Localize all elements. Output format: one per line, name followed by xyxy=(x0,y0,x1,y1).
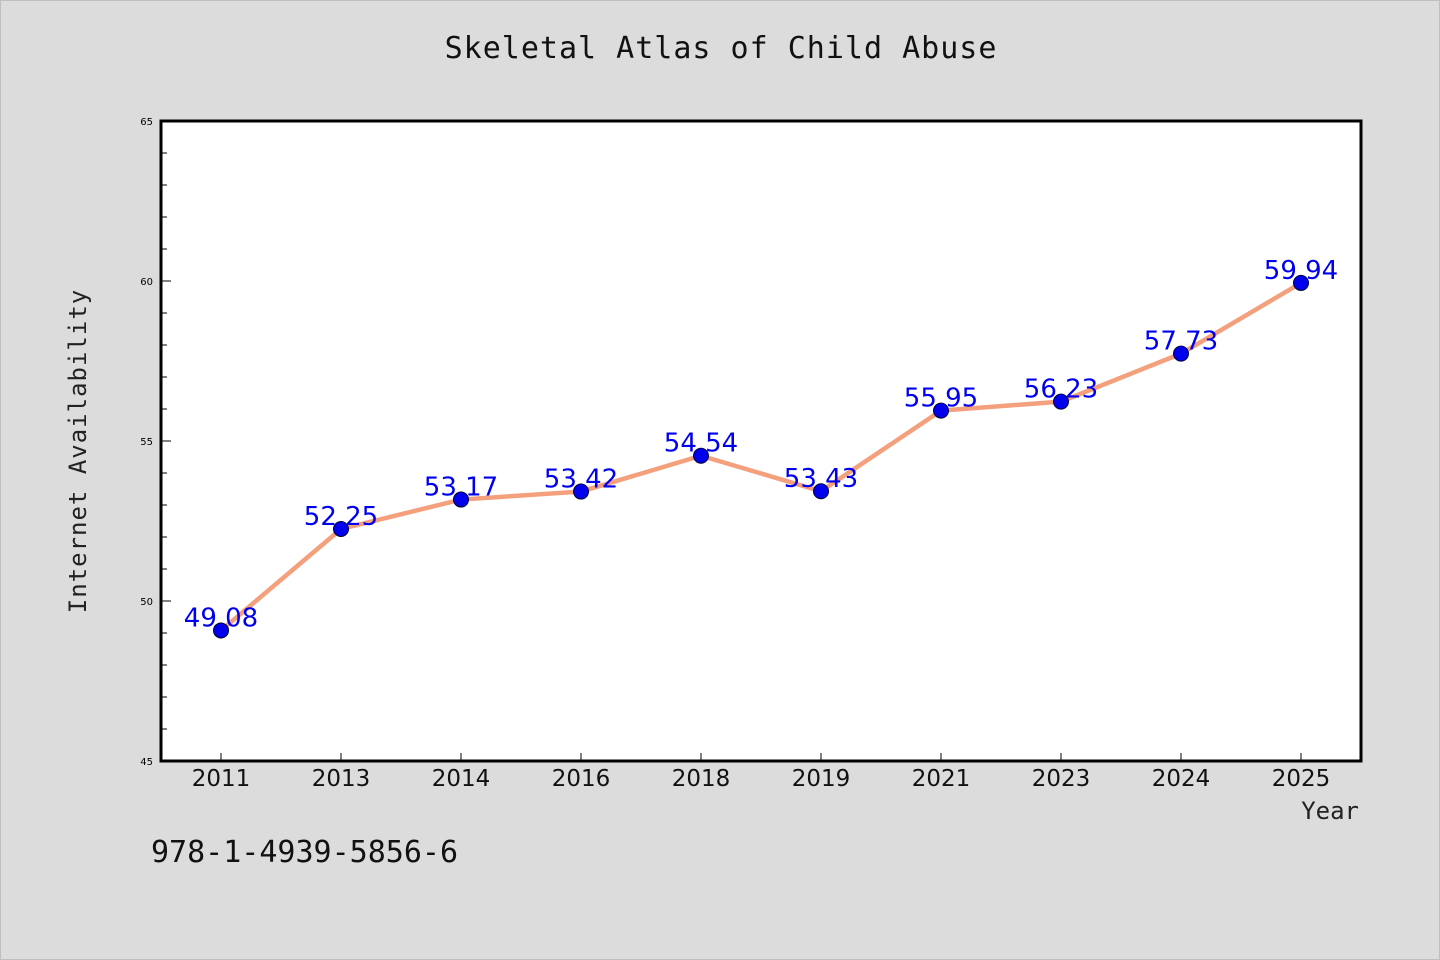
y-tick-label: 60 xyxy=(140,277,153,288)
data-labels-group: 49.08 52.25 53.17 53.42 54.54 53.43 55.95 56.23… xyxy=(184,256,1338,634)
data-label: 57.73 xyxy=(1144,327,1218,357)
x-tick-label: 2011 xyxy=(192,766,251,792)
data-point xyxy=(1053,393,1069,410)
data-point xyxy=(813,483,829,500)
isbn-footnote: 978-1-4939-5856-6 xyxy=(151,835,459,870)
data-point xyxy=(933,402,949,419)
x-tick-label: 2024 xyxy=(1152,766,1211,792)
x-tick-label: 2018 xyxy=(672,766,731,792)
x-tick-label: 2021 xyxy=(912,766,971,792)
data-label: 53.42 xyxy=(544,465,618,495)
y-tick-label: 50 xyxy=(140,597,153,608)
x-tick-label: 2016 xyxy=(552,766,611,792)
data-point xyxy=(1173,345,1189,362)
plot-area xyxy=(159,119,1363,763)
x-tick-label: 2023 xyxy=(1032,766,1091,792)
chart-title: Skeletal Atlas of Child Abuse xyxy=(444,31,998,66)
y-tick-label: 55 xyxy=(140,437,153,448)
data-point xyxy=(573,483,589,500)
x-axis-label: Year xyxy=(1301,797,1359,825)
data-point xyxy=(453,491,469,508)
data-label: 56.23 xyxy=(1024,375,1098,405)
data-point xyxy=(333,521,349,537)
data-label: 53.17 xyxy=(424,473,498,503)
data-label: 54.54 xyxy=(664,429,738,459)
series-line xyxy=(218,280,1304,633)
data-label: 49.08 xyxy=(184,603,258,633)
x-tick-label: 2019 xyxy=(792,766,851,792)
axes-group: 45 50 55 60 65 2011 2013 2014 2016 2018 2019 2021 20… xyxy=(140,117,1330,792)
data-label: 59.94 xyxy=(1264,256,1338,286)
data-point xyxy=(693,447,709,464)
data-point xyxy=(213,622,229,639)
y-tick-label: 45 xyxy=(140,757,153,768)
x-tick-label: 2025 xyxy=(1272,766,1331,792)
x-tick-label: 2013 xyxy=(312,766,371,792)
y-tick-label: 65 xyxy=(140,117,153,128)
data-label: 53.43 xyxy=(784,464,858,494)
series-group xyxy=(213,274,1309,639)
data-label: 55.95 xyxy=(904,384,978,414)
data-label: 52.25 xyxy=(304,502,378,532)
x-tick-label: 2014 xyxy=(432,766,491,792)
data-point xyxy=(1293,274,1309,291)
